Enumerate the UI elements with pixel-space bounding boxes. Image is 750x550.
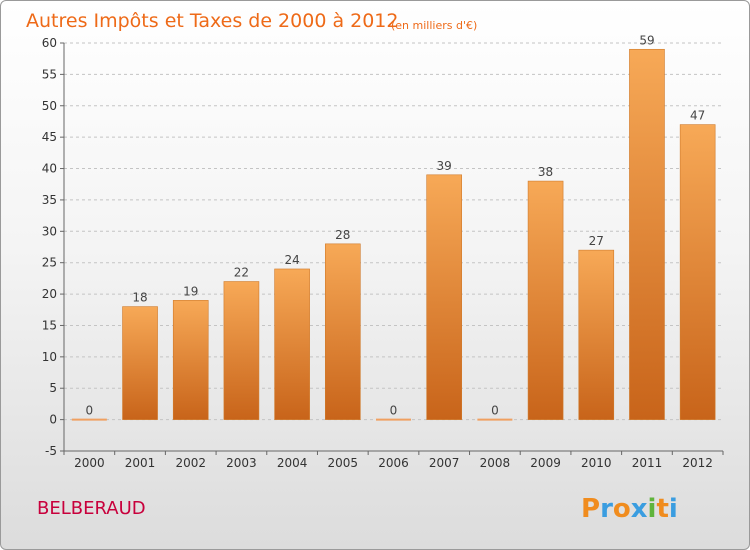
x-tick-label: 2004: [277, 456, 308, 470]
logo-letter: r: [600, 494, 613, 524]
y-tick-labels: -5 0 5 10 15 20 25 30 35 40 45 50 55 60: [42, 36, 57, 458]
bar: [679, 124, 716, 420]
data-label: 18: [132, 291, 147, 305]
grid-lines: [60, 42, 723, 452]
bar: [122, 306, 158, 420]
data-labels: 0 18 19 22 24 28 0 39 0 38 27 59 47: [86, 33, 706, 417]
x-tick-label: 2009: [530, 456, 561, 470]
data-label: 22: [234, 266, 249, 280]
x-tick-label: 2006: [378, 456, 409, 470]
y-tick-label: 20: [42, 287, 57, 301]
proxiti-logo: Proxiti: [581, 494, 678, 524]
logo-letter: i: [648, 494, 657, 524]
y-tick-label: 55: [42, 67, 57, 81]
bar: [578, 249, 615, 420]
y-tick-label: 30: [42, 224, 57, 238]
logo-letter: t: [656, 494, 668, 524]
bar: [527, 180, 564, 420]
y-tick-label: 15: [42, 318, 57, 332]
data-label: 0: [491, 404, 499, 418]
data-label: 59: [639, 33, 654, 47]
bar: [477, 418, 513, 421]
x-tick-label: 2007: [429, 456, 460, 470]
data-label: 28: [335, 228, 350, 242]
logo-letter: x: [631, 494, 648, 524]
data-label: 47: [690, 109, 705, 123]
data-label: 19: [183, 284, 198, 298]
bar: [426, 174, 462, 420]
axes: [63, 43, 723, 452]
data-label: 0: [86, 404, 94, 418]
x-tick-label: 2008: [480, 456, 511, 470]
data-label: 39: [437, 159, 452, 173]
bar: [223, 281, 260, 420]
chart-subtitle: (en milliers d'€): [391, 19, 477, 32]
x-tick-label: 2001: [125, 456, 156, 470]
y-tick-label: 60: [42, 36, 57, 50]
x-tick-label: 2012: [682, 456, 713, 470]
x-tick-label: 2010: [581, 456, 612, 470]
y-tick-label: 5: [49, 381, 57, 395]
x-tick-label: 2000: [74, 456, 105, 470]
logo-letter: i: [669, 494, 678, 524]
y-tick-label: -5: [45, 444, 57, 458]
bar: [71, 418, 107, 421]
x-tick-label: 2005: [328, 456, 359, 470]
x-tick-label: 2002: [175, 456, 206, 470]
y-tick-label: 10: [42, 350, 57, 364]
x-tick-label: 2011: [632, 456, 663, 470]
bar: [376, 418, 411, 421]
y-tick-label: 0: [49, 413, 57, 427]
chart-title: Autres Impôts et Taxes de 2000 à 2012: [26, 10, 399, 32]
y-tick-label: 50: [42, 99, 57, 113]
data-label: 27: [589, 234, 604, 248]
bar: [629, 48, 665, 420]
logo-letter: P: [581, 494, 600, 524]
logo-letter: o: [613, 494, 631, 524]
y-tick-label: 40: [42, 162, 57, 176]
bars: [71, 48, 716, 421]
data-label: 38: [538, 165, 553, 179]
bar: [325, 243, 361, 420]
bar: [274, 268, 310, 420]
y-tick-label: 25: [42, 256, 57, 270]
y-tick-label: 45: [42, 130, 57, 144]
data-label: 24: [284, 253, 299, 267]
x-tick-labels: 2000 2001 2002 2003 2004 2005 2006 2007 2008 2009…: [63, 451, 724, 470]
commune-name: BELBERAUD: [37, 498, 146, 519]
data-label: 0: [390, 404, 398, 418]
bar: [172, 300, 209, 420]
y-tick-label: 35: [42, 193, 57, 207]
x-tick-label: 2003: [226, 456, 257, 470]
